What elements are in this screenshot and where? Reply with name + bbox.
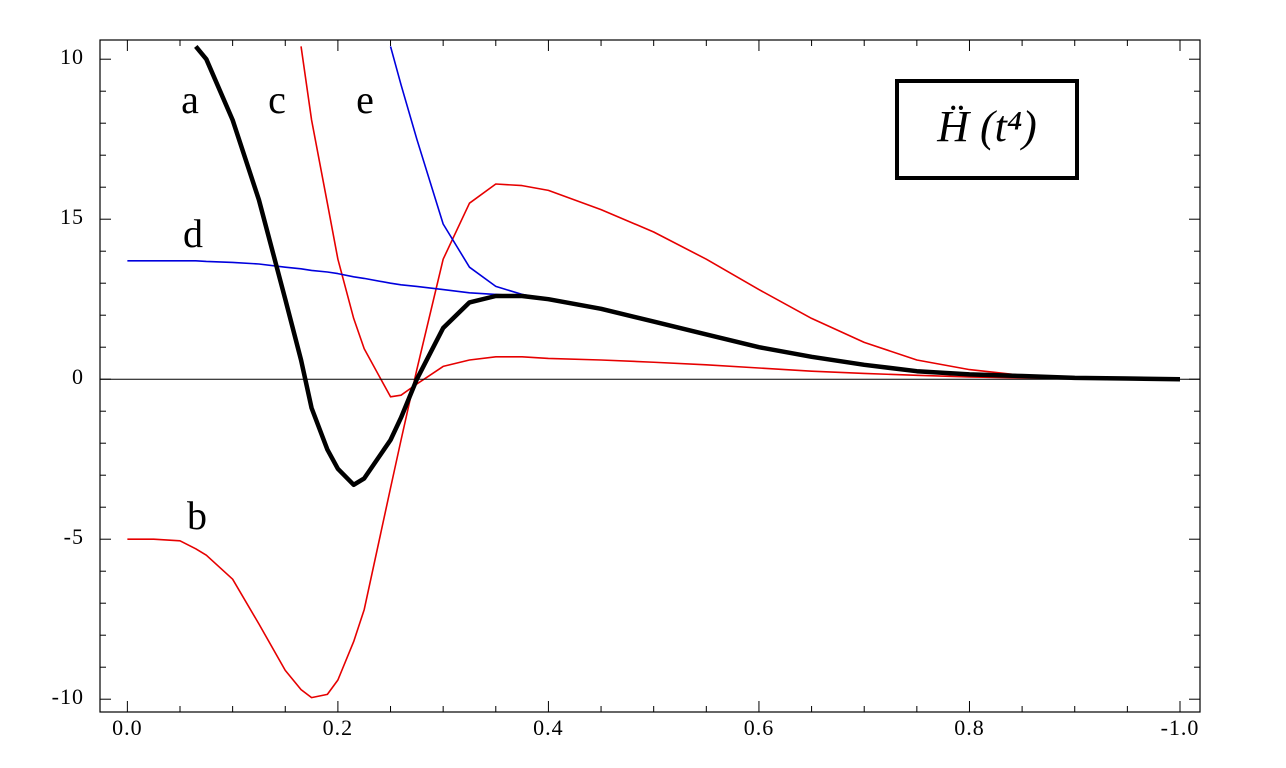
title-box	[895, 79, 1079, 180]
chart-title: Ḧ (t⁴)	[936, 102, 1037, 151]
plot-frame	[99, 39, 1201, 713]
curve-label: c	[268, 77, 286, 122]
curve-label: d	[183, 211, 203, 256]
curve-b	[127, 183, 1181, 699]
y-tick-label: -5	[64, 524, 84, 549]
y-tick-label: 10	[60, 44, 84, 69]
x-tick-label: 0.4	[533, 715, 564, 740]
curve-c	[300, 46, 1181, 398]
x-tick-label: 0.8	[954, 715, 985, 740]
y-tick-label: 15	[60, 204, 84, 229]
curve-label: a	[181, 77, 199, 122]
x-tick-label: -1.0	[1161, 715, 1200, 740]
curve-label: b	[187, 493, 207, 538]
curve-a	[194, 44, 1181, 488]
x-tick-label: 0.6	[744, 715, 775, 740]
curve-label: e	[356, 77, 374, 122]
x-tick-label: 0.0	[112, 715, 143, 740]
y-tick-label: 0	[72, 364, 84, 389]
x-tick-label: 0.2	[323, 715, 354, 740]
y-tick-label: -10	[52, 684, 84, 709]
